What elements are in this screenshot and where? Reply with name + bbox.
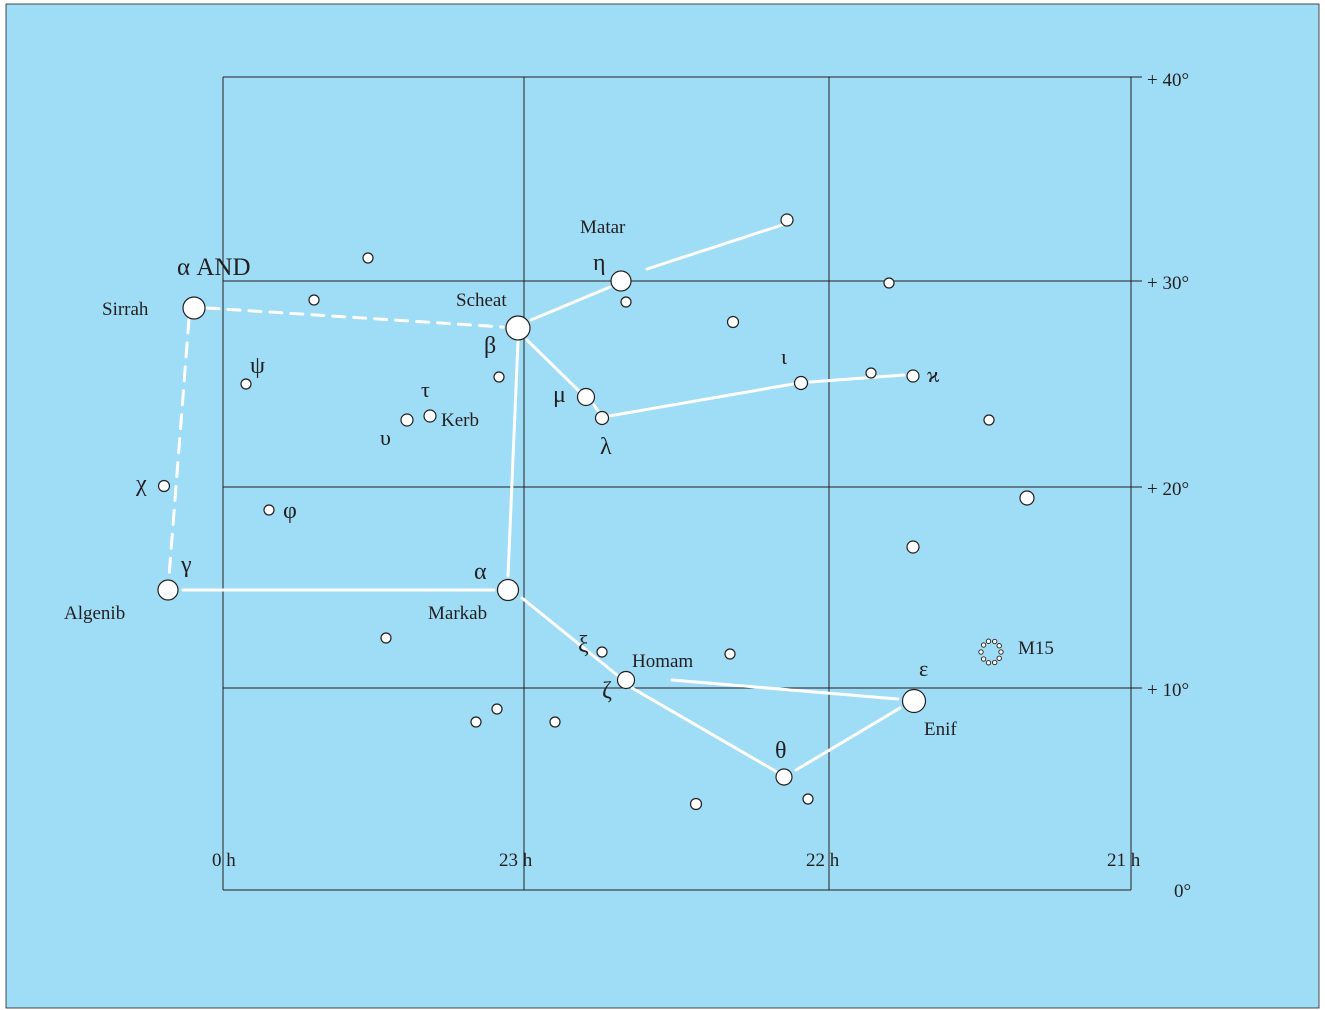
coordinate-grid (222, 76, 1142, 891)
star-chi (157, 479, 171, 493)
star-kappa (906, 369, 920, 383)
label-lambda: λ (600, 434, 612, 460)
label-alpha-and: α AND (177, 254, 251, 281)
star (906, 540, 920, 554)
star-xi (596, 646, 608, 658)
ra-label-22h: 22 h (806, 850, 840, 871)
axis-labels: 0 h 23 h 22 h 21 h + 40° + 30° + 20° + 1… (212, 70, 1191, 902)
star (726, 315, 740, 329)
constellation-lines (167, 223, 906, 774)
label-matar: Matar (580, 217, 626, 238)
label-m15: M15 (1018, 638, 1054, 659)
dec-label-40: + 40° (1147, 70, 1189, 91)
star-homam (616, 670, 636, 690)
label-kappa: ϰ (927, 362, 940, 387)
dec-label-20: + 20° (1147, 479, 1189, 500)
star (620, 296, 632, 308)
ra-label-0h: 0 h (212, 850, 236, 871)
label-chi: χ (135, 471, 147, 497)
label-xi: ξ (578, 632, 589, 658)
label-eta: η (593, 250, 606, 276)
ra-label-23h: 23 h (499, 850, 533, 871)
star-algenib (157, 579, 179, 601)
label-scheat: Scheat (456, 290, 507, 311)
label-theta: θ (775, 738, 787, 764)
star-lambda (594, 410, 610, 426)
star (983, 414, 995, 426)
star-theta (775, 768, 793, 786)
star-psi (240, 378, 252, 390)
label-upsilon: υ (380, 425, 391, 450)
label-epsilon: ε (919, 656, 928, 681)
star-scheat (505, 315, 531, 341)
star-markab (496, 578, 520, 602)
label-sirrah: Sirrah (102, 299, 149, 320)
sky-background (5, 3, 1320, 1009)
star (549, 716, 561, 728)
star (780, 213, 794, 227)
star (308, 294, 320, 306)
label-homam: Homam (632, 651, 693, 672)
star (491, 703, 503, 715)
label-algenib: Algenib (64, 603, 125, 624)
star-matar (610, 270, 632, 292)
star-kerb (423, 409, 437, 423)
label-kerb: Kerb (441, 410, 479, 431)
label-gamma: γ (180, 552, 192, 578)
label-phi: φ (283, 498, 297, 524)
label-markab: Markab (428, 603, 487, 624)
globular-cluster-icon (978, 638, 1004, 666)
dec-label-10: + 10° (1147, 680, 1189, 701)
ra-label-21h: 21 h (1107, 850, 1141, 871)
star (493, 371, 505, 383)
label-iota: ι (781, 344, 787, 369)
star-labels: α AND Sirrah Scheat Matar η β ψ τ Kerb υ… (64, 217, 1054, 764)
label-beta: β (484, 333, 496, 359)
stars (157, 213, 1035, 811)
label-zeta: ζ (602, 678, 612, 704)
star (724, 648, 736, 660)
label-enif: Enif (924, 719, 957, 740)
star (865, 367, 877, 379)
star (1019, 490, 1035, 506)
star (380, 632, 392, 644)
star-mu (576, 387, 596, 407)
star-upsilon (400, 413, 414, 427)
star-iota (793, 375, 809, 391)
star (470, 716, 482, 728)
label-psi: ψ (250, 353, 265, 379)
label-alpha: α (474, 559, 487, 585)
star (883, 277, 895, 289)
star (689, 797, 703, 811)
star-sirrah (182, 296, 206, 320)
label-tau: τ (421, 377, 430, 402)
star (362, 252, 374, 264)
dec-label-0: 0° (1174, 881, 1191, 902)
star-enif (901, 688, 927, 714)
star-phi (263, 504, 275, 516)
star (802, 793, 814, 805)
dec-label-30: + 30° (1147, 273, 1189, 294)
label-mu: μ (553, 382, 566, 408)
